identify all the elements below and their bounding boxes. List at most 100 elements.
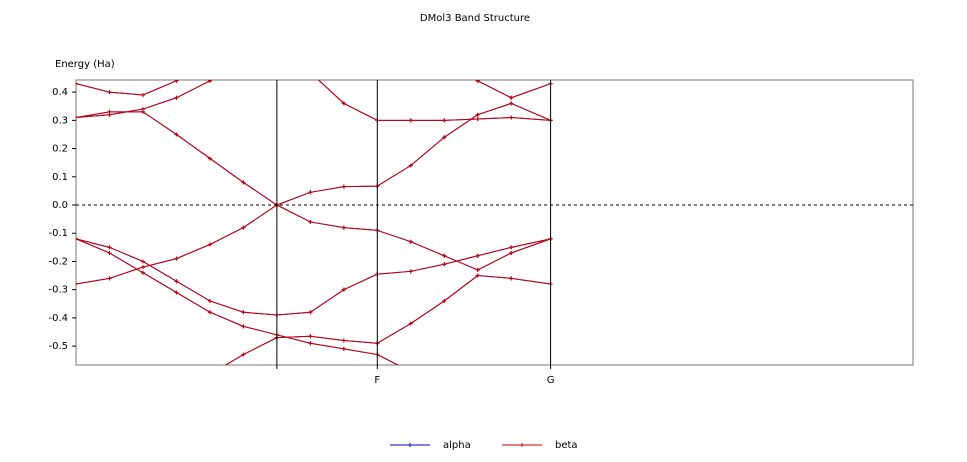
- y-tick-label: 0.4: [52, 87, 68, 98]
- band-point: [341, 101, 346, 106]
- band-point: [509, 245, 514, 250]
- band-point: [140, 107, 145, 112]
- band-point: [140, 92, 145, 97]
- y-tick-label: -0.1: [48, 228, 68, 239]
- band-point: [107, 276, 112, 281]
- band-point: [241, 62, 245, 66]
- band-point: [208, 372, 212, 376]
- band-point: [408, 321, 413, 326]
- band-point: [341, 346, 346, 351]
- band-point: [241, 310, 246, 315]
- y-tick-label: -0.4: [48, 313, 68, 324]
- band-point: [207, 310, 212, 315]
- band-point: [475, 116, 480, 121]
- band-point: [408, 163, 413, 168]
- band-point: [208, 372, 212, 376]
- band-line: [76, 238, 551, 316]
- band-point: [409, 369, 413, 373]
- band-point: [241, 352, 246, 357]
- band-point: [308, 341, 313, 346]
- band-point: [174, 80, 179, 83]
- band-point: [442, 298, 447, 303]
- band-line: [317, 80, 551, 121]
- band-point: [442, 253, 447, 258]
- band-point: [241, 62, 245, 66]
- legend-marker: [408, 443, 412, 447]
- band-line: [76, 80, 213, 119]
- band-line: [76, 204, 551, 285]
- plot-layer: [76, 56, 553, 376]
- band-point: [442, 56, 446, 60]
- band-point: [107, 90, 112, 95]
- band-point: [107, 250, 112, 255]
- band-point: [140, 265, 145, 270]
- band-point: [308, 70, 312, 74]
- band-point: [174, 256, 179, 261]
- band-point: [442, 135, 447, 140]
- band-point: [475, 253, 480, 258]
- band-point: [241, 180, 246, 185]
- band-point: [308, 190, 313, 195]
- band-point: [341, 287, 346, 292]
- x-tick-label: F: [374, 375, 380, 386]
- y-tick-label: 0.2: [52, 144, 68, 155]
- legend-marker: [520, 443, 524, 447]
- band-line: [475, 80, 551, 99]
- band-point: [509, 115, 514, 120]
- band-point: [442, 56, 446, 60]
- band-point: [76, 115, 78, 120]
- band-point: [107, 112, 112, 117]
- legend-label: beta: [555, 440, 578, 451]
- band-point: [509, 276, 514, 281]
- band-line: [76, 238, 551, 316]
- band-point: [341, 184, 346, 189]
- band-point: [308, 219, 313, 224]
- band-point: [509, 101, 514, 106]
- x-tick-label: G: [547, 375, 555, 386]
- band-point: [207, 156, 212, 161]
- y-tick-label: -0.5: [48, 341, 68, 352]
- band-point: [442, 118, 447, 123]
- band-point: [442, 262, 447, 267]
- legend-label: alpha: [443, 440, 471, 451]
- band-point: [107, 245, 112, 250]
- band-point: [341, 225, 346, 230]
- chart-title: DMol3 Band Structure: [420, 13, 530, 24]
- band-point: [174, 95, 179, 100]
- band-point: [308, 70, 312, 74]
- band-line: [224, 275, 551, 365]
- band-point: [241, 324, 246, 329]
- band-point: [408, 239, 413, 244]
- band-point: [308, 310, 313, 315]
- y-tick-label: 0.3: [52, 115, 68, 126]
- y-tick-label: 0.1: [52, 172, 68, 183]
- band-point: [207, 242, 212, 247]
- band-point: [76, 282, 78, 287]
- band-point: [76, 236, 78, 241]
- band-point: [341, 338, 346, 343]
- plot-frame: [75, 79, 914, 366]
- band-point: [174, 132, 179, 137]
- band-point: [308, 334, 313, 339]
- band-point: [408, 269, 413, 274]
- band-point: [475, 267, 480, 272]
- band-point: [509, 95, 514, 100]
- band-point: [140, 259, 145, 264]
- band-point: [174, 279, 179, 284]
- band-point: [475, 80, 480, 83]
- band-line: [475, 80, 551, 99]
- band-point: [408, 118, 413, 123]
- band-point: [241, 225, 246, 230]
- band-point: [208, 62, 212, 66]
- y-tick-label: 0.0: [52, 200, 68, 211]
- band-point: [475, 273, 480, 278]
- band-point: [409, 369, 413, 373]
- band-line: [76, 238, 400, 365]
- band-point: [208, 62, 212, 66]
- y-tick-label: -0.3: [48, 285, 68, 296]
- band-line: [76, 80, 213, 119]
- band-point: [509, 250, 514, 255]
- band-line: [76, 204, 551, 285]
- y-axis-label: Energy (Ha): [55, 59, 115, 70]
- band-point: [207, 298, 212, 303]
